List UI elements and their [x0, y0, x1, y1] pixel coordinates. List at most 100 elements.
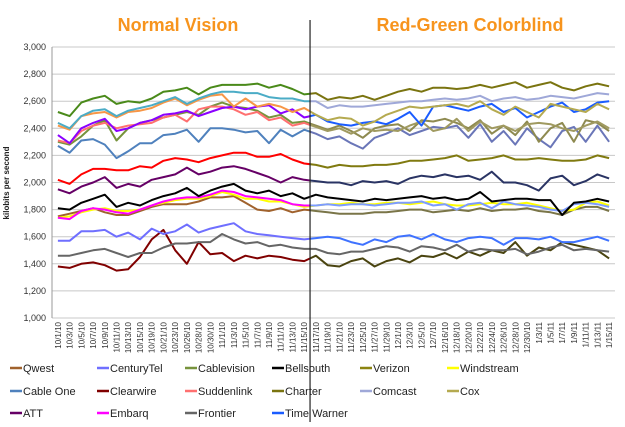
series-line-verizon-normal: [57, 151, 311, 185]
x-tick-label: 10/19/10: [148, 321, 157, 353]
x-tick-label: 12/18/10: [453, 321, 462, 353]
x-tick-label: 10/30/10: [206, 321, 215, 353]
legend-label: CenturyTel: [110, 363, 163, 375]
x-tick-label: 10/7/10: [89, 321, 98, 348]
title-normal-vision: Normal Vision: [118, 15, 239, 35]
series-line-charter-colorblind: [310, 81, 610, 101]
x-tick-label: 10/21/10: [159, 321, 168, 353]
x-tick-label: 11/15/10: [300, 321, 309, 352]
series-line-bellsouth-normal: [57, 182, 311, 211]
legend-item-verizon: Verizon: [360, 363, 410, 375]
legend-item-suddenlink: Suddenlink: [185, 386, 253, 398]
x-tick-label: 11/27/10: [371, 321, 380, 352]
title-colorblind: Red-Green Colorblind: [376, 15, 563, 35]
x-tick-label: 11/1/10: [218, 321, 227, 348]
x-tick-label: 11/5/10: [242, 321, 251, 348]
x-tick-label: 1/9/11: [570, 321, 579, 343]
x-tick-label: 11/7/10: [253, 321, 262, 348]
series-line-comcast-colorblind: [310, 92, 610, 109]
legend-item-qwest: Qwest: [10, 363, 54, 375]
x-tick-label: 1/11/11: [582, 321, 591, 347]
x-tick-label: 1/15/11: [605, 321, 614, 348]
legend-item-windstream: Windstream: [447, 363, 519, 375]
x-tick-label: 10/11/10: [113, 321, 122, 352]
legend-item-centurytel: CenturyTel: [97, 363, 163, 375]
legend-item-comcast: Comcast: [360, 386, 416, 398]
legend-label: Suddenlink: [198, 386, 253, 398]
x-tick-label: 12/20/10: [464, 321, 473, 353]
series-line-suddenlink-colorblind: [310, 117, 610, 135]
legend-label: Time Warner: [285, 408, 348, 420]
series-line-centurytel-normal: [57, 222, 311, 242]
x-tick-label: 12/24/10: [488, 321, 497, 353]
x-tick-label: 12/30/10: [523, 321, 532, 353]
x-tick-label: 10/1/10: [54, 321, 63, 348]
series-line-clearwire-colorblind: [310, 241, 610, 268]
x-tick-label: 11/3/10: [230, 321, 239, 348]
x-tick-label: 10/23/10: [171, 321, 180, 353]
x-tick-label: 12/28/10: [511, 321, 520, 353]
series-line-embarq-normal: [57, 189, 311, 221]
y-tick-label: 2,200: [23, 150, 46, 160]
x-tick-label: 12/7/10: [429, 321, 438, 348]
x-tick-label: 10/26/10: [183, 321, 192, 353]
legend-item-clearwire: Clearwire: [97, 386, 156, 398]
x-tick-label: 12/16/10: [441, 321, 450, 353]
legend-item-frontier: Frontier: [185, 408, 236, 420]
series-line-qwest-normal: [57, 195, 311, 218]
legend-label: Verizon: [373, 363, 410, 375]
y-axis-label: kilobits per second: [2, 146, 11, 219]
x-tick-label: 11/19/10: [324, 321, 333, 352]
x-tick-label: 10/3/10: [66, 321, 75, 348]
x-tick-label: 1/7/11: [558, 321, 567, 343]
legend-label: Windstream: [460, 363, 519, 375]
y-tick-label: 2,000: [23, 178, 46, 188]
y-tick-label: 3,000: [23, 42, 46, 52]
legend-item-time-warner: Time Warner: [272, 408, 348, 420]
legend-label: Charter: [285, 386, 322, 398]
legend-label: Cable One: [23, 386, 76, 398]
x-tick-label: 1/3/11: [535, 321, 544, 343]
series-line-charter-normal: [57, 82, 311, 118]
legend-label: Cox: [460, 386, 480, 398]
series-line-suddenlink-normal: [57, 105, 311, 145]
y-tick-label: 2,400: [23, 123, 46, 133]
x-tick-label: 11/13/10: [288, 321, 297, 352]
x-tick-label: 12/1/10: [394, 321, 403, 348]
x-tick-label: 10/13/10: [124, 321, 133, 353]
x-tick-label: 11/11/10: [277, 321, 286, 352]
series-line-time-warner-colorblind: [310, 100, 610, 127]
x-tick-label: 11/29/10: [382, 321, 391, 352]
x-tick-label: 10/15/10: [136, 321, 145, 353]
legend-item-bellsouth: Bellsouth: [272, 363, 330, 375]
series-line-cablevision-colorblind: [310, 117, 610, 143]
series-line-frontier-normal: [57, 233, 311, 258]
y-tick-label: 1,000: [23, 313, 46, 323]
legend-item-att: ATT: [10, 408, 43, 420]
x-tick-label: 1/5/11: [547, 321, 556, 343]
series-line-comcast-normal: [57, 90, 311, 130]
x-tick-label: 10/28/10: [195, 321, 204, 353]
legend-label: Bellsouth: [285, 363, 330, 375]
series-line-time-warner-normal: [57, 104, 311, 145]
legend-item-cox: Cox: [447, 386, 480, 398]
series-line-cable-one-normal: [57, 127, 311, 160]
legend-label: Clearwire: [110, 386, 156, 398]
series-line-centurytel-colorblind: [310, 233, 610, 246]
series-line-verizon-colorblind: [310, 154, 610, 169]
series-line-att-normal: [57, 165, 311, 195]
series-line-cox-normal: [57, 93, 311, 131]
series-line-cable-one-colorblind: [310, 123, 610, 150]
series-line-frontier-colorblind: [310, 243, 610, 256]
y-tick-label: 1,800: [23, 205, 46, 215]
x-tick-label: 11/21/10: [335, 321, 344, 352]
x-tick-label: 11/23/10: [347, 321, 356, 352]
y-tick-label: 1,400: [23, 259, 46, 269]
y-tick-label: 1,600: [23, 232, 46, 242]
legend-item-embarq: Embarq: [97, 408, 149, 420]
x-tick-label: 11/25/10: [359, 321, 368, 352]
series-line-att-colorblind: [310, 170, 610, 192]
x-tick-label: 12/22/10: [476, 321, 485, 353]
x-tick-label: 10/5/10: [77, 321, 86, 348]
